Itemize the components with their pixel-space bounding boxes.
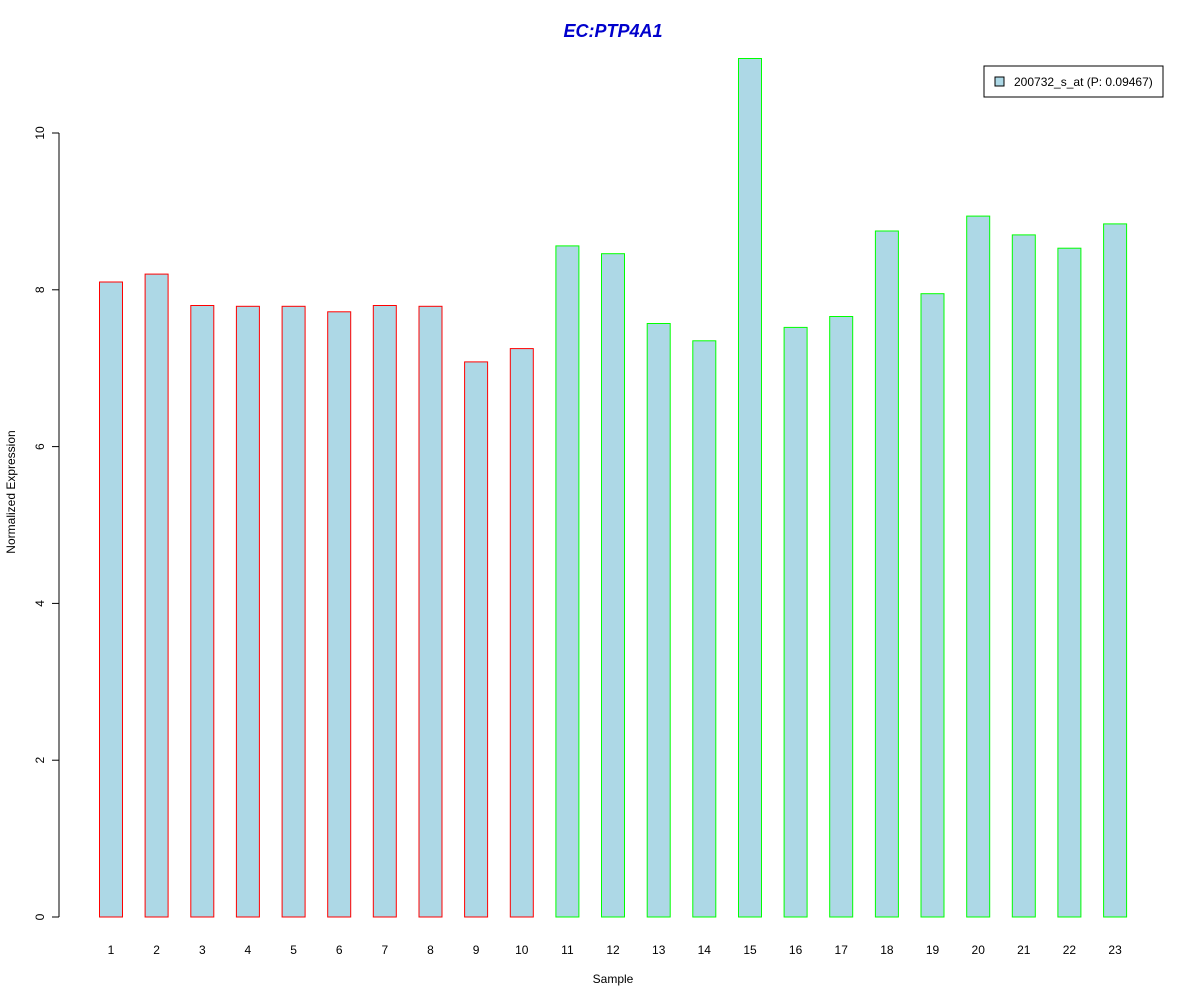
bar-sample-11 [555,245,580,918]
x-tick-label: 4 [245,943,252,957]
legend-label: 200732_s_at (P: 0.09467) [1014,75,1153,89]
x-tick-label: 18 [880,943,894,957]
x-tick-label: 19 [926,943,940,957]
bar-sample-8 [418,305,443,918]
bar-sample-6 [327,311,352,918]
bar-sample-20 [966,215,991,918]
bar-sample-16 [783,326,808,918]
bar-sample-10 [509,348,534,918]
y-axis: 0 2 4 6 8 10 [33,126,60,920]
y-tick-label: 10 [33,126,47,140]
x-tick-label: 6 [336,943,343,957]
x-tick-label: 7 [381,943,388,957]
y-axis-label: Normalized Expression [4,430,18,553]
x-tick-label: 21 [1017,943,1031,957]
bar-sample-19 [920,293,945,918]
x-tick-label: 20 [972,943,986,957]
bar-sample-3 [190,305,215,918]
bar-sample-12 [601,253,625,918]
x-tick-label: 22 [1063,943,1077,957]
bar-sample-17 [829,316,854,918]
x-tick-label: 2 [153,943,160,957]
bar-sample-5 [281,305,306,918]
x-tick-label: 1 [108,943,115,957]
legend-swatch [994,76,1005,87]
x-tick-label: 12 [606,943,620,957]
bar-sample-22 [1057,247,1082,918]
x-tick-label: 13 [652,943,666,957]
bar-sample-18 [874,230,899,918]
y-tick-label: 4 [33,600,47,607]
bar-sample-1 [99,281,123,918]
x-tick-label: 8 [427,943,434,957]
y-tick-label: 6 [33,443,47,450]
x-tick-label: 11 [561,943,574,957]
bar-sample-23 [1103,223,1128,918]
bar-sample-15 [738,58,762,918]
bar-sample-7 [372,305,397,918]
bar-sample-13 [646,323,671,918]
x-axis-label: Sample [593,972,634,986]
legend-box [983,65,1164,98]
x-tick-label: 17 [835,943,849,957]
legend: 200732_s_at (P: 0.09467) [983,65,1164,98]
x-tick-label: 9 [473,943,480,957]
bar-sample-4 [235,305,260,918]
x-tick-label: 10 [515,943,529,957]
y-tick-label: 8 [33,286,47,293]
x-tick-label: 5 [290,943,297,957]
chart-title: EC:PTP4A1 [563,21,662,41]
x-tick-label: 16 [789,943,803,957]
x-tick-label: 3 [199,943,206,957]
bar-sample-2 [144,273,169,918]
x-tick-label: 14 [698,943,712,957]
y-tick-label: 0 [33,913,47,920]
x-tick-labels: 1 2 3 4 5 6 7 8 9 10 11 12 13 14 15 16 17 18 19 20 21 22 23 [108,943,1122,957]
x-tick-label: 15 [743,943,757,957]
x-tick-label: 23 [1108,943,1122,957]
y-tick-label: 2 [33,757,47,764]
bar-sample-21 [1011,234,1036,918]
bars-group [99,58,1128,918]
bar-sample-9 [464,361,489,918]
bar-sample-14 [692,340,717,918]
